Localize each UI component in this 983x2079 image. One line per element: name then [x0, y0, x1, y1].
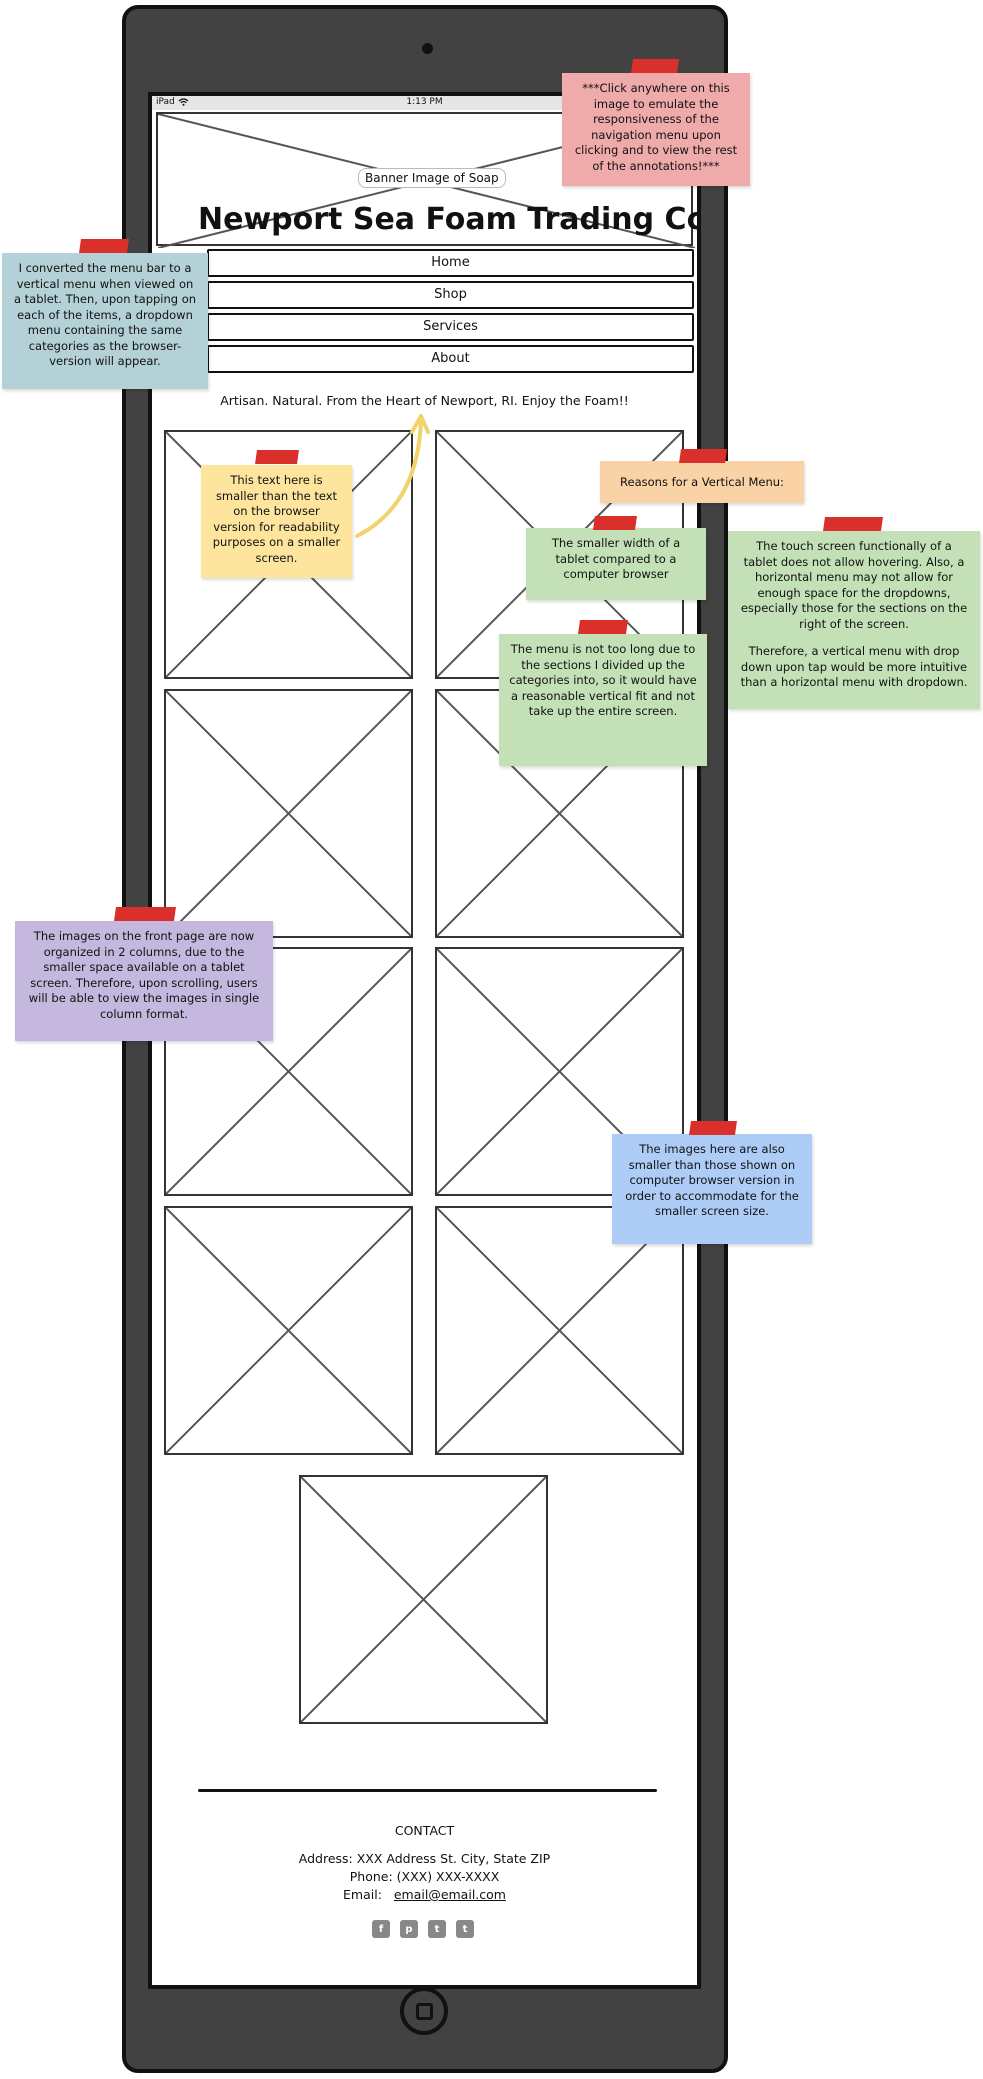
- device-name: iPad: [156, 97, 175, 107]
- tape: [255, 450, 299, 464]
- note-touch-screen: The touch screen functionally of a table…: [728, 517, 980, 709]
- contact-phone: Phone: (XXX) XXX-XXXX: [349, 1869, 500, 1884]
- note-two-columns: The images on the front page are now org…: [15, 907, 273, 1041]
- tape: [578, 620, 628, 634]
- footer-divider: [198, 1789, 657, 1792]
- tape: [79, 239, 129, 253]
- image-placeholder: [164, 689, 413, 938]
- tape: [679, 449, 727, 463]
- image-cross-icon: [165, 1207, 412, 1454]
- image-placeholder: [299, 1475, 548, 1724]
- nav-item-shop[interactable]: Shop: [207, 281, 694, 309]
- contact-email-row: Email: email@email.com: [152, 1887, 697, 1902]
- note-smaller-width-text: The smaller width of a tablet compared t…: [551, 536, 681, 582]
- wifi-icon: [178, 98, 189, 106]
- status-left: iPad: [156, 97, 189, 107]
- email-label: Email:: [343, 1887, 382, 1902]
- image-cross-icon: [165, 690, 412, 937]
- tape: [689, 1121, 737, 1135]
- tumblr-icon[interactable]: t: [456, 1920, 474, 1938]
- contact-address: Address: XXX Address St. City, State ZIP: [298, 1851, 551, 1866]
- image-placeholder: [435, 1206, 684, 1455]
- note-text-smaller-text: This text here is smaller than the text …: [212, 473, 341, 565]
- twitter-icon[interactable]: t: [428, 1920, 446, 1938]
- tagline: Artisan. Natural. From the Heart of Newp…: [220, 393, 629, 408]
- note-menu-not-long-text: The menu is not too long due to the sect…: [509, 642, 697, 719]
- pinterest-icon[interactable]: p: [400, 1920, 418, 1938]
- note-click-anywhere-text: ***Click anywhere on this image to emula…: [574, 81, 738, 173]
- banner-label: Banner Image of Soap: [358, 168, 506, 188]
- note-menu-not-long: The menu is not too long due to the sect…: [499, 620, 707, 766]
- note-menu-converted: I converted the menu bar to a vertical m…: [2, 239, 208, 389]
- facebook-icon[interactable]: f: [372, 1920, 390, 1938]
- tape: [823, 517, 883, 531]
- banner-image-placeholder: Banner Image of Soap Newport Sea Foam Tr…: [156, 112, 697, 248]
- tape: [593, 516, 637, 530]
- tape: [114, 907, 176, 921]
- note-touch-screen-text: The touch screen functionally of a table…: [740, 539, 968, 631]
- note-two-columns-text: The images on the front page are now org…: [28, 929, 260, 1021]
- social-icons: f p t t: [372, 1920, 474, 1938]
- note-reasons-title: Reasons for a Vertical Menu:: [600, 449, 804, 503]
- nav-item-services[interactable]: Services: [207, 313, 694, 341]
- image-placeholder: [164, 1206, 413, 1455]
- note-text-smaller: This text here is smaller than the text …: [201, 450, 352, 578]
- note-touch-screen-text-2: Therefore, a vertical menu with drop dow…: [740, 644, 968, 690]
- email-link[interactable]: email@email.com: [393, 1887, 506, 1902]
- site-title: Newport Sea Foam Trading Co.: [198, 202, 701, 237]
- note-menu-converted-text: I converted the menu bar to a vertical m…: [13, 261, 197, 369]
- nav-item-about[interactable]: About: [207, 345, 694, 373]
- tape: [631, 59, 679, 73]
- note-click-anywhere[interactable]: ***Click anywhere on this image to emula…: [562, 59, 750, 186]
- home-button-icon: [416, 2003, 433, 2020]
- note-images-smaller-text: The images here are also smaller than th…: [625, 1142, 799, 1219]
- camera-dot: [422, 43, 433, 54]
- image-cross-icon: [300, 1476, 547, 1723]
- contact-heading: CONTACT: [394, 1823, 455, 1838]
- note-smaller-width: The smaller width of a tablet compared t…: [526, 516, 706, 600]
- nav-item-home[interactable]: Home: [207, 249, 694, 277]
- note-images-smaller: The images here are also smaller than th…: [612, 1121, 812, 1244]
- image-cross-icon: [436, 1207, 683, 1454]
- note-reasons-title-text: Reasons for a Vertical Menu:: [620, 475, 784, 489]
- status-bar: iPad 1:13 PM: [152, 96, 697, 110]
- home-button[interactable]: [400, 1987, 448, 2035]
- status-time: 1:13 PM: [406, 97, 443, 107]
